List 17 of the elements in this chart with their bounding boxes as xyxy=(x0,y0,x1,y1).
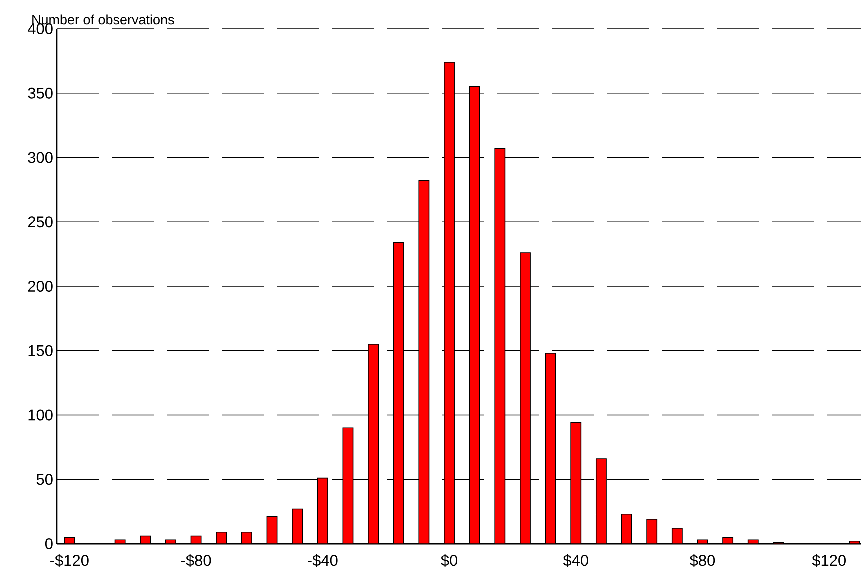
y-tick-label: 150 xyxy=(28,345,53,356)
y-tick-label: 0 xyxy=(45,538,53,550)
y-tick-label: 50 xyxy=(36,474,53,486)
y-tick-label: 350 xyxy=(28,88,53,99)
y-tick-label: 300 xyxy=(28,152,53,164)
x-tick-label: $40 xyxy=(563,554,588,568)
y-tick-label: 400 xyxy=(28,23,53,34)
y-axis-title: Number of observations xyxy=(32,14,174,25)
x-tick-label: $80 xyxy=(690,554,716,568)
y-tick-label: 100 xyxy=(28,410,53,421)
x-tick-label: -$80 xyxy=(181,554,212,568)
x-tick-label: $120 xyxy=(812,554,846,568)
y-tick-label: 250 xyxy=(28,216,53,228)
x-tick-label: $0 xyxy=(441,554,458,568)
x-tick-label: -$120 xyxy=(50,554,89,568)
x-tick-label: -$40 xyxy=(308,554,338,568)
y-tick-label: 200 xyxy=(28,280,53,292)
